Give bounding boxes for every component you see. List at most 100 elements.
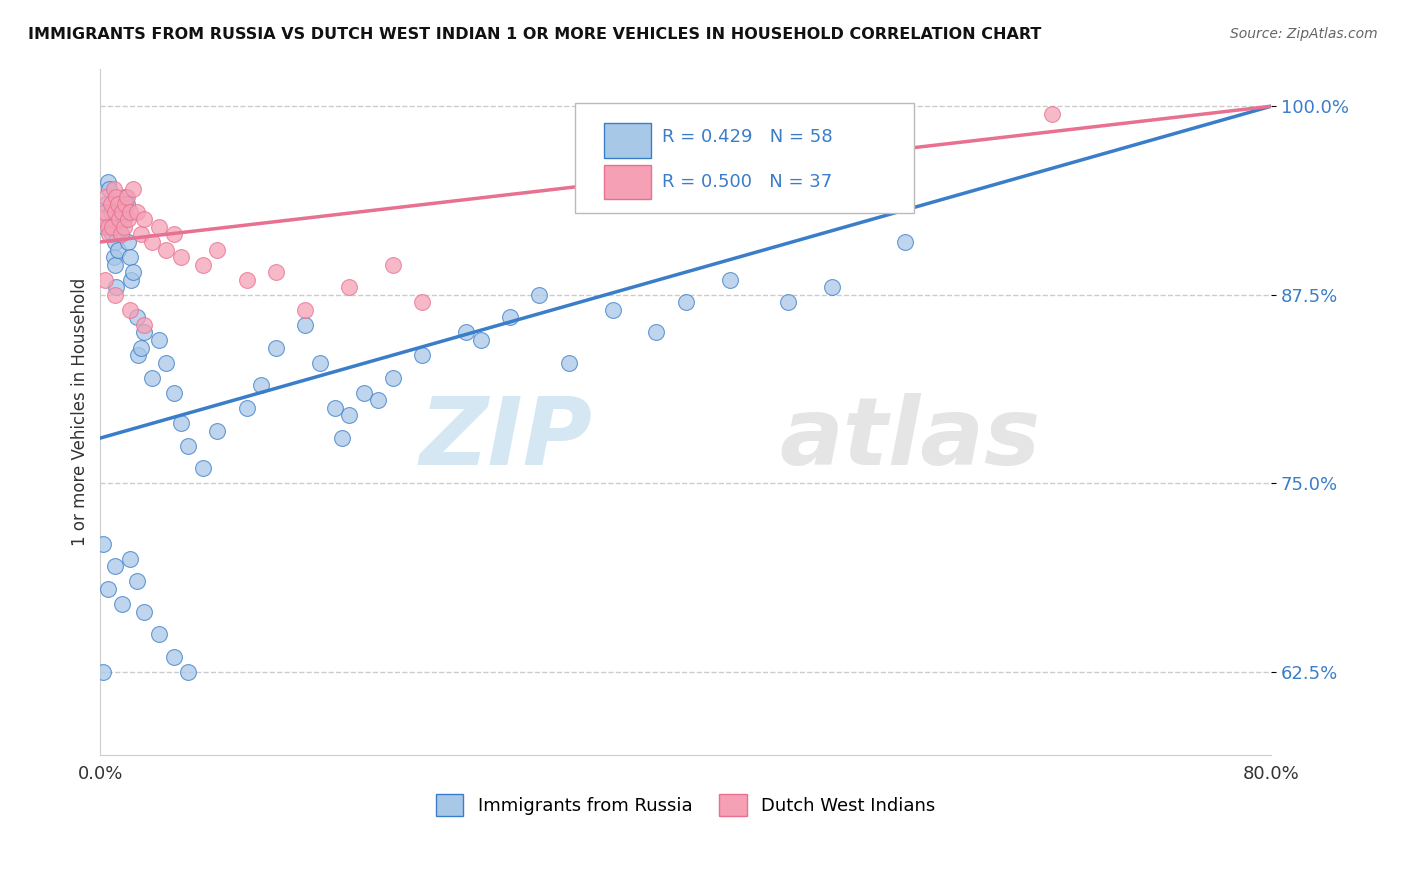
Point	[118, 302, 141, 317]
Point	[778, 295, 800, 310]
Point	[155, 356, 177, 370]
Point	[323, 401, 346, 415]
Point	[117, 212, 139, 227]
Point	[108, 219, 131, 234]
Point	[207, 243, 229, 257]
Point	[104, 559, 127, 574]
Point	[93, 219, 115, 234]
Point	[111, 204, 134, 219]
Point	[162, 649, 184, 664]
Point	[557, 356, 579, 370]
Point	[294, 302, 316, 317]
FancyBboxPatch shape	[603, 123, 651, 158]
Y-axis label: 1 or more Vehicles in Household: 1 or more Vehicles in Household	[72, 277, 89, 546]
Point	[112, 219, 135, 234]
Point	[162, 227, 184, 242]
Point	[718, 273, 741, 287]
Point	[529, 287, 551, 301]
Point	[131, 227, 153, 242]
Point	[148, 627, 170, 641]
Point	[382, 258, 405, 272]
FancyBboxPatch shape	[575, 103, 914, 212]
Point	[108, 212, 131, 227]
Point	[411, 348, 433, 362]
Point	[117, 235, 139, 249]
Point	[104, 235, 127, 249]
Point	[93, 204, 115, 219]
Point	[134, 326, 156, 340]
Point	[170, 250, 193, 264]
Point	[103, 182, 125, 196]
Point	[309, 356, 332, 370]
Point	[104, 287, 127, 301]
Point	[105, 190, 128, 204]
Point	[456, 326, 478, 340]
Point	[141, 370, 163, 384]
Legend: Immigrants from Russia, Dutch West Indians: Immigrants from Russia, Dutch West India…	[429, 787, 942, 823]
Point	[118, 250, 141, 264]
Text: IMMIGRANTS FROM RUSSIA VS DUTCH WEST INDIAN 1 OR MORE VEHICLES IN HOUSEHOLD CORR: IMMIGRANTS FROM RUSSIA VS DUTCH WEST IND…	[28, 27, 1042, 42]
Point	[353, 385, 375, 400]
Point	[100, 204, 122, 219]
Point	[191, 461, 214, 475]
Point	[127, 348, 149, 362]
Point	[91, 536, 114, 550]
Point	[125, 310, 148, 325]
Point	[411, 295, 433, 310]
Point	[96, 197, 118, 211]
Point	[264, 265, 287, 279]
Point	[101, 219, 124, 234]
Point	[894, 235, 917, 249]
Point	[177, 665, 200, 679]
Point	[103, 250, 125, 264]
Point	[134, 318, 156, 332]
Point	[125, 204, 148, 219]
Point	[337, 409, 360, 423]
Point	[91, 665, 114, 679]
Point	[118, 204, 141, 219]
Point	[382, 370, 405, 384]
Point	[134, 605, 156, 619]
Text: ZIP: ZIP	[419, 393, 592, 485]
Point	[235, 401, 257, 415]
Point	[118, 551, 141, 566]
Point	[105, 280, 128, 294]
Point	[96, 190, 118, 204]
Point	[470, 333, 492, 347]
Point	[115, 190, 138, 204]
Point	[107, 197, 129, 211]
Point	[97, 582, 120, 596]
Point	[602, 302, 624, 317]
Point	[148, 219, 170, 234]
Point	[91, 212, 114, 227]
Point	[191, 258, 214, 272]
Point	[104, 258, 127, 272]
Point	[97, 175, 120, 189]
Text: R = 0.500   N = 37: R = 0.500 N = 37	[662, 173, 832, 191]
Point	[110, 227, 132, 242]
Point	[100, 197, 122, 211]
Point	[499, 310, 522, 325]
Point	[98, 182, 121, 196]
Point	[107, 243, 129, 257]
Point	[645, 326, 668, 340]
Point	[330, 431, 353, 445]
Point	[235, 273, 257, 287]
Point	[141, 235, 163, 249]
Point	[207, 424, 229, 438]
Point	[115, 197, 138, 211]
Point	[294, 318, 316, 332]
Point	[111, 597, 134, 611]
Point	[148, 333, 170, 347]
Point	[134, 212, 156, 227]
Point	[250, 378, 273, 392]
Point	[114, 190, 136, 204]
Point	[101, 227, 124, 242]
Point	[111, 204, 134, 219]
Point	[162, 385, 184, 400]
Text: atlas: atlas	[779, 393, 1040, 485]
Point	[264, 341, 287, 355]
Point	[125, 574, 148, 589]
Point	[1040, 107, 1063, 121]
Point	[97, 219, 120, 234]
